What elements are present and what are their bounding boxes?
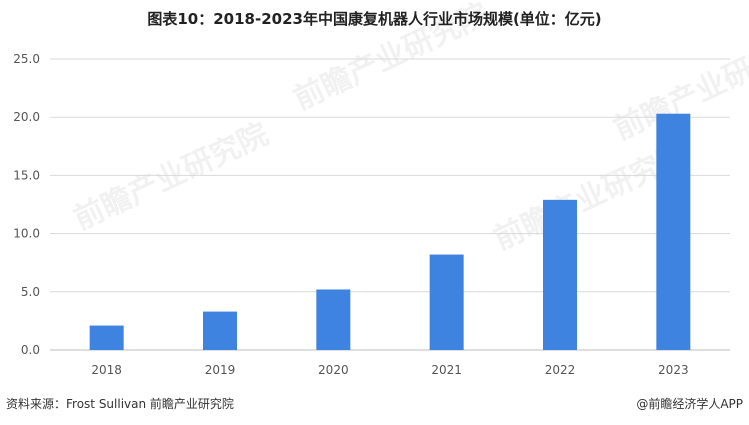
x-tick-label: 2018: [91, 363, 122, 377]
y-tick-label: 15.0: [13, 168, 40, 182]
bar-2021: [429, 254, 464, 350]
bar-2022: [543, 199, 577, 350]
bar-2019: [203, 311, 237, 350]
x-tick-label: 2021: [431, 363, 462, 377]
source-note: 资料来源：Frost Sullivan 前瞻产业研究院: [6, 397, 234, 411]
x-axis-labels: 2018 2019 2020 2021 2022 2023: [91, 363, 688, 377]
bars: [89, 113, 691, 350]
x-tick-label: 2023: [658, 363, 689, 377]
watermark-text: 前瞻产业研究院: [69, 117, 274, 237]
brand-label: @前瞻经济学人APP: [636, 397, 743, 411]
y-tick-label: 20.0: [13, 110, 40, 124]
x-tick-label: 2020: [318, 363, 349, 377]
bar-2018: [89, 325, 124, 350]
y-axis-labels: 0.0 5.0 10.0 15.0 20.0 25.0: [13, 52, 40, 357]
chart-title: 图表10：2018-2023年中国康复机器人行业市场规模(单位：亿元): [147, 10, 602, 28]
y-tick-label: 25.0: [13, 52, 40, 66]
gridlines: [50, 58, 730, 351]
y-tick-label: 10.0: [13, 227, 40, 241]
y-tick-label: 0.0: [21, 343, 40, 357]
bar-2023: [656, 113, 691, 350]
x-tick-label: 2019: [205, 363, 236, 377]
bar-2020: [316, 289, 351, 350]
x-tick-label: 2022: [545, 363, 576, 377]
y-tick-label: 5.0: [21, 285, 40, 299]
